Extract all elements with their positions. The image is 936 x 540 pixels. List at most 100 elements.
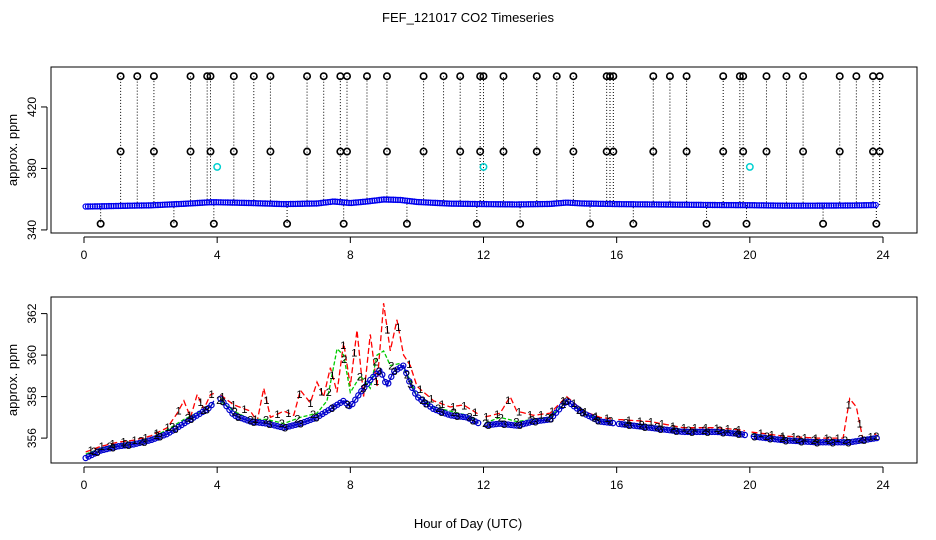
series-1-marker: 1 — [132, 435, 138, 447]
series-1-marker: 1 — [373, 376, 379, 388]
series-3-point — [145, 437, 152, 444]
series-3-point — [271, 422, 278, 429]
series-1-marker: 1 — [516, 407, 522, 419]
spike-mid-point — [149, 147, 158, 156]
spike-mid-point — [835, 147, 844, 156]
series-1-marker: 1 — [494, 409, 500, 421]
series-1-marker: 1 — [659, 419, 665, 431]
series-3-point — [106, 445, 113, 452]
series-3-marker: 3 — [720, 427, 726, 439]
series-3-marker: 3 — [298, 418, 304, 430]
series-3-point — [265, 420, 272, 428]
series-1-marker: 1 — [395, 322, 401, 334]
series-1-marker: 1 — [252, 414, 258, 426]
series-3-marker: 3 — [845, 437, 851, 449]
series-1-marker: 1 — [439, 399, 445, 411]
series-3-marker: 3 — [126, 440, 132, 452]
series-3-point — [160, 432, 167, 439]
series-3-point — [349, 400, 356, 408]
series-3-point — [247, 418, 254, 425]
series-3-marker: 3 — [376, 366, 382, 378]
series-1-marker: 1 — [208, 389, 214, 401]
series-1-marker: 1 — [450, 402, 456, 414]
spike-end-point — [516, 219, 525, 228]
spike-end-point — [609, 72, 618, 81]
series-3-point — [268, 421, 275, 428]
series-3-point — [355, 392, 362, 399]
series-1-marker: 1 — [582, 407, 588, 419]
series-3-point — [519, 420, 527, 428]
spike-end-point — [586, 219, 595, 228]
series-3-point — [516, 421, 524, 429]
spike-end-point — [266, 72, 275, 81]
spike-mid-point — [569, 147, 578, 156]
spike-end-point — [303, 72, 312, 81]
spike-end-point — [96, 219, 105, 228]
series-1-marker: 1 — [692, 423, 698, 435]
series-1-line — [85, 303, 877, 453]
series-3-marker: 3 — [689, 427, 695, 439]
series-3-point — [621, 421, 629, 428]
series-3-point — [223, 402, 230, 410]
series-3-point — [762, 434, 770, 442]
spike-mid-point — [682, 147, 691, 156]
series-3-point — [633, 422, 641, 430]
series-3-point — [127, 441, 134, 448]
series-3-point — [693, 428, 701, 436]
series-3-marker: 3 — [454, 411, 460, 423]
series-3-marker: 3 — [282, 422, 288, 434]
series-3-marker: 3 — [407, 379, 413, 391]
series-3-marker: 3 — [548, 413, 554, 425]
series-3-point — [846, 439, 853, 446]
spike-end-point — [799, 72, 808, 81]
series-3-point — [540, 416, 548, 424]
series-3-marker: 3 — [485, 420, 491, 432]
series-3-point — [498, 420, 506, 428]
series-3-point — [786, 437, 793, 444]
series-3-point — [412, 390, 419, 397]
series-2-marker: 2 — [639, 420, 645, 432]
series-3-point — [753, 433, 761, 441]
series-3-point — [295, 420, 302, 428]
series-2-marker: 2 — [169, 422, 175, 434]
series-3-marker: 3 — [188, 414, 194, 426]
series-3-point — [735, 430, 743, 438]
series-3-point — [672, 427, 680, 435]
series-2-marker: 2 — [623, 418, 629, 430]
spike-mid-point — [799, 147, 808, 156]
spike-end-point — [419, 72, 428, 81]
series-1-marker: 1 — [263, 395, 269, 407]
series-3-point — [645, 424, 653, 431]
series-3-point — [726, 429, 734, 437]
top-x-tick-label: 0 — [81, 248, 88, 262]
series-2-marker: 2 — [373, 357, 379, 369]
series-3-point — [100, 446, 107, 454]
series-1-marker: 1 — [637, 416, 643, 428]
series-3-point — [379, 371, 386, 378]
series-3-point — [849, 438, 856, 445]
series-3-point — [510, 422, 518, 429]
series-3-point — [873, 434, 880, 442]
series-3-point — [289, 422, 296, 429]
series-3-point — [804, 438, 811, 445]
series-1-marker: 1 — [846, 400, 852, 412]
series-3-point — [660, 426, 668, 433]
series-3-point — [714, 428, 722, 436]
series-3-marker: 3 — [517, 420, 523, 432]
series-3-point — [795, 437, 802, 445]
series-3-point — [307, 416, 314, 424]
spike-mid-point — [343, 147, 352, 156]
series-1-marker: 1 — [406, 359, 412, 371]
bottom-y-axis: 356 358 360 362 — [25, 303, 48, 448]
spike-mid-point — [186, 147, 195, 156]
spike-mid-point — [266, 147, 275, 156]
series-3-point — [792, 437, 799, 445]
spike-mid-point — [303, 147, 312, 156]
spike-end-point — [479, 72, 488, 81]
series-3-point — [451, 412, 458, 419]
series-3-point — [684, 428, 692, 436]
series-1-marker: 1 — [714, 423, 720, 435]
series-1-marker: 1 — [121, 436, 127, 448]
series-3-point — [97, 447, 104, 454]
spike-end-point — [875, 72, 884, 81]
